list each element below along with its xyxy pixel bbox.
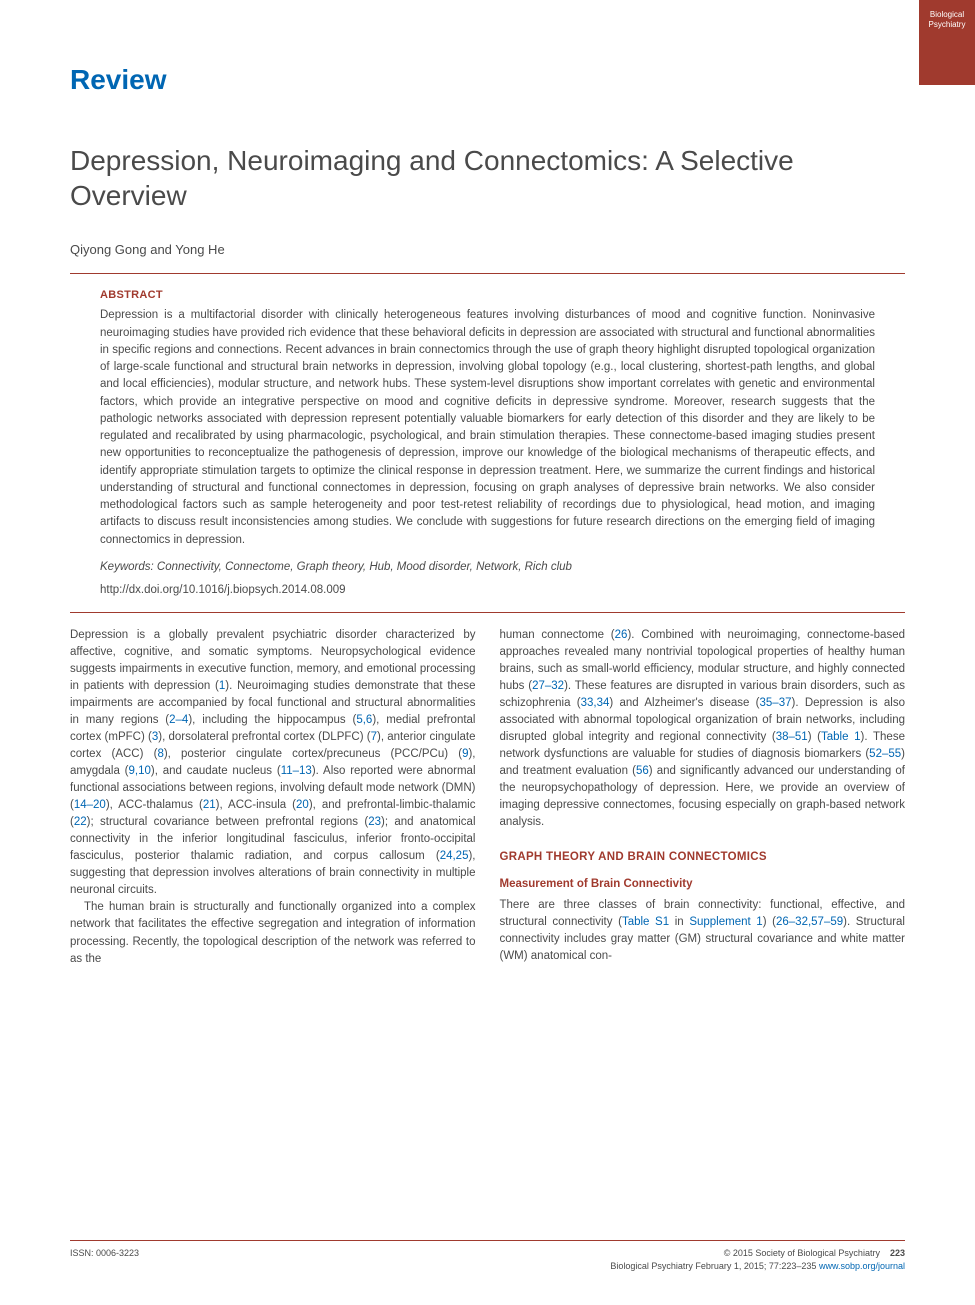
footer-issn: ISSN: 0006-3223 [70, 1247, 139, 1273]
citation-link[interactable]: 38–51 [776, 731, 808, 743]
citation-link[interactable]: 52–55 [869, 748, 901, 760]
footer-journal-link[interactable]: www.sobp.org/journal [819, 1261, 905, 1271]
body-paragraph: Depression is a globally prevalent psych… [70, 627, 476, 899]
abstract-text: Depression is a multifactorial disorder … [100, 307, 875, 549]
badge-line2: Psychiatry [929, 20, 966, 29]
article-type-label: Review [70, 60, 905, 101]
supplement-link[interactable]: Supplement 1 [689, 916, 762, 928]
citation-link[interactable]: 26–32,57–59 [776, 916, 843, 928]
citation-link[interactable]: 35–37 [760, 697, 792, 709]
citation-link[interactable]: 33,34 [581, 697, 610, 709]
citation-link[interactable]: 24,25 [440, 850, 469, 862]
citation-link[interactable]: 11–13 [281, 765, 312, 777]
citation-link[interactable]: 21 [203, 799, 216, 811]
keywords-label: Keywords: [100, 561, 154, 573]
citation-link[interactable]: 56 [636, 765, 649, 777]
body-paragraph: human connectome (26). Combined with neu… [500, 627, 906, 831]
citation-link[interactable]: 2–4 [169, 714, 188, 726]
section-heading: GRAPH THEORY AND BRAIN CONNECTOMICS [500, 849, 906, 866]
abstract-label: ABSTRACT [100, 288, 875, 304]
divider-bottom [70, 612, 905, 613]
citation-link[interactable]: 9,10 [129, 765, 151, 777]
footer-right: © 2015 Society of Biological Psychiatry … [610, 1247, 905, 1273]
body-paragraph: There are three classes of brain connect… [500, 897, 906, 965]
citation-link[interactable]: 5,6 [356, 714, 372, 726]
article-title: Depression, Neuroimaging and Connectomic… [70, 143, 905, 213]
page-footer: ISSN: 0006-3223 © 2015 Society of Biolog… [70, 1240, 905, 1273]
footer-copyright: © 2015 Society of Biological Psychiatry [724, 1248, 880, 1258]
doi-link[interactable]: http://dx.doi.org/10.1016/j.biopsych.201… [100, 582, 875, 599]
body-paragraph: The human brain is structurally and func… [70, 899, 476, 967]
citation-link[interactable]: 23 [368, 816, 381, 828]
footer-citation: Biological Psychiatry February 1, 2015; … [610, 1261, 819, 1271]
journal-corner-badge: Biological Psychiatry [919, 0, 975, 85]
abstract-block: ABSTRACT Depression is a multifactorial … [70, 274, 905, 612]
citation-link[interactable]: 20 [296, 799, 309, 811]
subsection-heading: Measurement of Brain Connectivity [500, 876, 906, 893]
citation-link[interactable]: 14–20 [74, 799, 106, 811]
badge-line1: Biological [930, 10, 964, 19]
citation-link[interactable]: 27–32 [532, 680, 564, 692]
keywords: Keywords: Connectivity, Connectome, Grap… [100, 559, 875, 576]
keywords-list: Connectivity, Connectome, Graph theory, … [157, 561, 572, 573]
table-link[interactable]: Table 1 [821, 731, 861, 743]
table-link[interactable]: Table S1 [622, 916, 669, 928]
column-left: Depression is a globally prevalent psych… [70, 627, 476, 967]
body-columns: Depression is a globally prevalent psych… [70, 627, 905, 967]
authors: Qiyong Gong and Yong He [70, 241, 905, 260]
page-number: 223 [890, 1248, 905, 1258]
citation-link[interactable]: 22 [74, 816, 87, 828]
column-right: human connectome (26). Combined with neu… [500, 627, 906, 967]
citation-link[interactable]: 26 [615, 629, 628, 641]
